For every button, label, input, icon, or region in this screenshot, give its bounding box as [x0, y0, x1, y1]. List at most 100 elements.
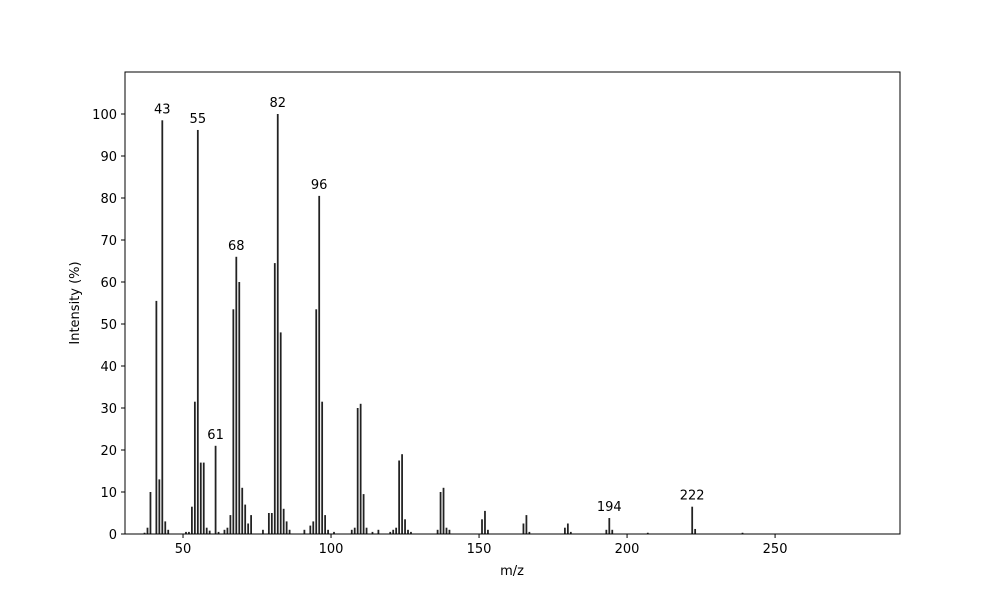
bar: [442, 487, 445, 534]
bar: [528, 531, 531, 534]
bar: [611, 529, 614, 534]
bar: [223, 529, 226, 534]
bar: [484, 510, 486, 534]
bar: [199, 462, 202, 534]
y-tick-label: 90: [100, 150, 117, 165]
bar: [312, 521, 315, 534]
bar: [321, 401, 324, 534]
bar: [241, 487, 244, 534]
peak-label: 96: [311, 178, 328, 193]
bar: [605, 529, 608, 534]
y-tick-label: 100: [92, 108, 117, 123]
bar: [318, 195, 321, 534]
bar: [214, 445, 217, 534]
bar: [371, 531, 374, 534]
bar: [146, 527, 149, 534]
bar: [395, 527, 398, 534]
bar: [398, 460, 401, 534]
bar: [608, 518, 611, 534]
bar: [155, 300, 158, 534]
x-tick-label: 250: [763, 542, 788, 557]
y-tick-label: 0: [109, 528, 117, 543]
bar: [445, 527, 448, 534]
bar: [244, 504, 247, 534]
bar: [229, 515, 232, 534]
bar: [205, 527, 208, 534]
x-tick-label: 150: [467, 542, 492, 557]
bar: [276, 114, 279, 534]
bar: [270, 513, 273, 534]
y-tick-label: 50: [100, 318, 117, 333]
bar: [564, 527, 566, 534]
bar: [487, 529, 489, 534]
bar: [267, 513, 270, 534]
bar: [694, 528, 697, 534]
bar: [566, 523, 569, 534]
bar: [389, 531, 392, 534]
bar: [525, 515, 528, 534]
x-tick-label: 50: [175, 542, 192, 557]
bar: [315, 309, 318, 534]
x-tick-label: 200: [615, 542, 640, 557]
peak-label: 43: [154, 102, 171, 117]
x-axis-label: m/z: [500, 564, 524, 579]
peak-label: 222: [680, 489, 705, 504]
bar: [282, 508, 285, 534]
bar: [185, 531, 187, 534]
bar: [481, 519, 483, 534]
bar: [196, 129, 199, 534]
bar: [217, 531, 220, 534]
y-tick-label: 40: [100, 360, 117, 375]
bar: [273, 263, 276, 534]
y-tick-label: 70: [100, 234, 117, 249]
bar: [522, 523, 525, 534]
y-tick-label: 60: [100, 276, 117, 291]
bar: [333, 531, 335, 534]
bar: [401, 454, 403, 534]
bar: [191, 506, 193, 534]
bar: [164, 521, 167, 534]
bar: [167, 529, 170, 534]
bar: [436, 529, 439, 534]
bar: [279, 332, 282, 534]
peak-label: 68: [228, 239, 245, 254]
y-tick-label: 20: [100, 444, 117, 459]
bar: [303, 529, 306, 534]
bar: [407, 529, 409, 534]
bar: [439, 492, 442, 534]
bar: [350, 529, 353, 534]
bar: [365, 527, 368, 534]
peak-label: 55: [190, 112, 207, 127]
peak-label: 194: [597, 500, 622, 515]
bar: [285, 521, 288, 534]
bar: [353, 527, 356, 534]
peak-label: 61: [207, 428, 224, 443]
bar: [359, 403, 362, 534]
bar: [410, 531, 412, 534]
x-tick-label: 100: [319, 542, 344, 557]
bar: [288, 529, 291, 534]
bar: [158, 479, 161, 534]
bar: [377, 529, 380, 534]
y-tick-label: 10: [100, 486, 117, 501]
bar: [226, 527, 229, 534]
bar: [232, 309, 235, 534]
bar: [356, 408, 359, 534]
bar: [238, 282, 241, 534]
bar: [262, 529, 264, 534]
bar: [193, 401, 196, 534]
bar: [324, 515, 327, 534]
bar: [149, 492, 152, 534]
bar: [188, 531, 190, 534]
peak-label: 82: [269, 96, 286, 111]
plot-frame: [124, 71, 901, 535]
bar: [741, 532, 744, 534]
y-axis-label: Intensity (%): [68, 261, 83, 344]
y-tick-label: 80: [100, 192, 117, 207]
bar: [362, 494, 365, 534]
bar: [448, 529, 451, 534]
bar: [309, 525, 312, 534]
bar: [235, 256, 238, 534]
